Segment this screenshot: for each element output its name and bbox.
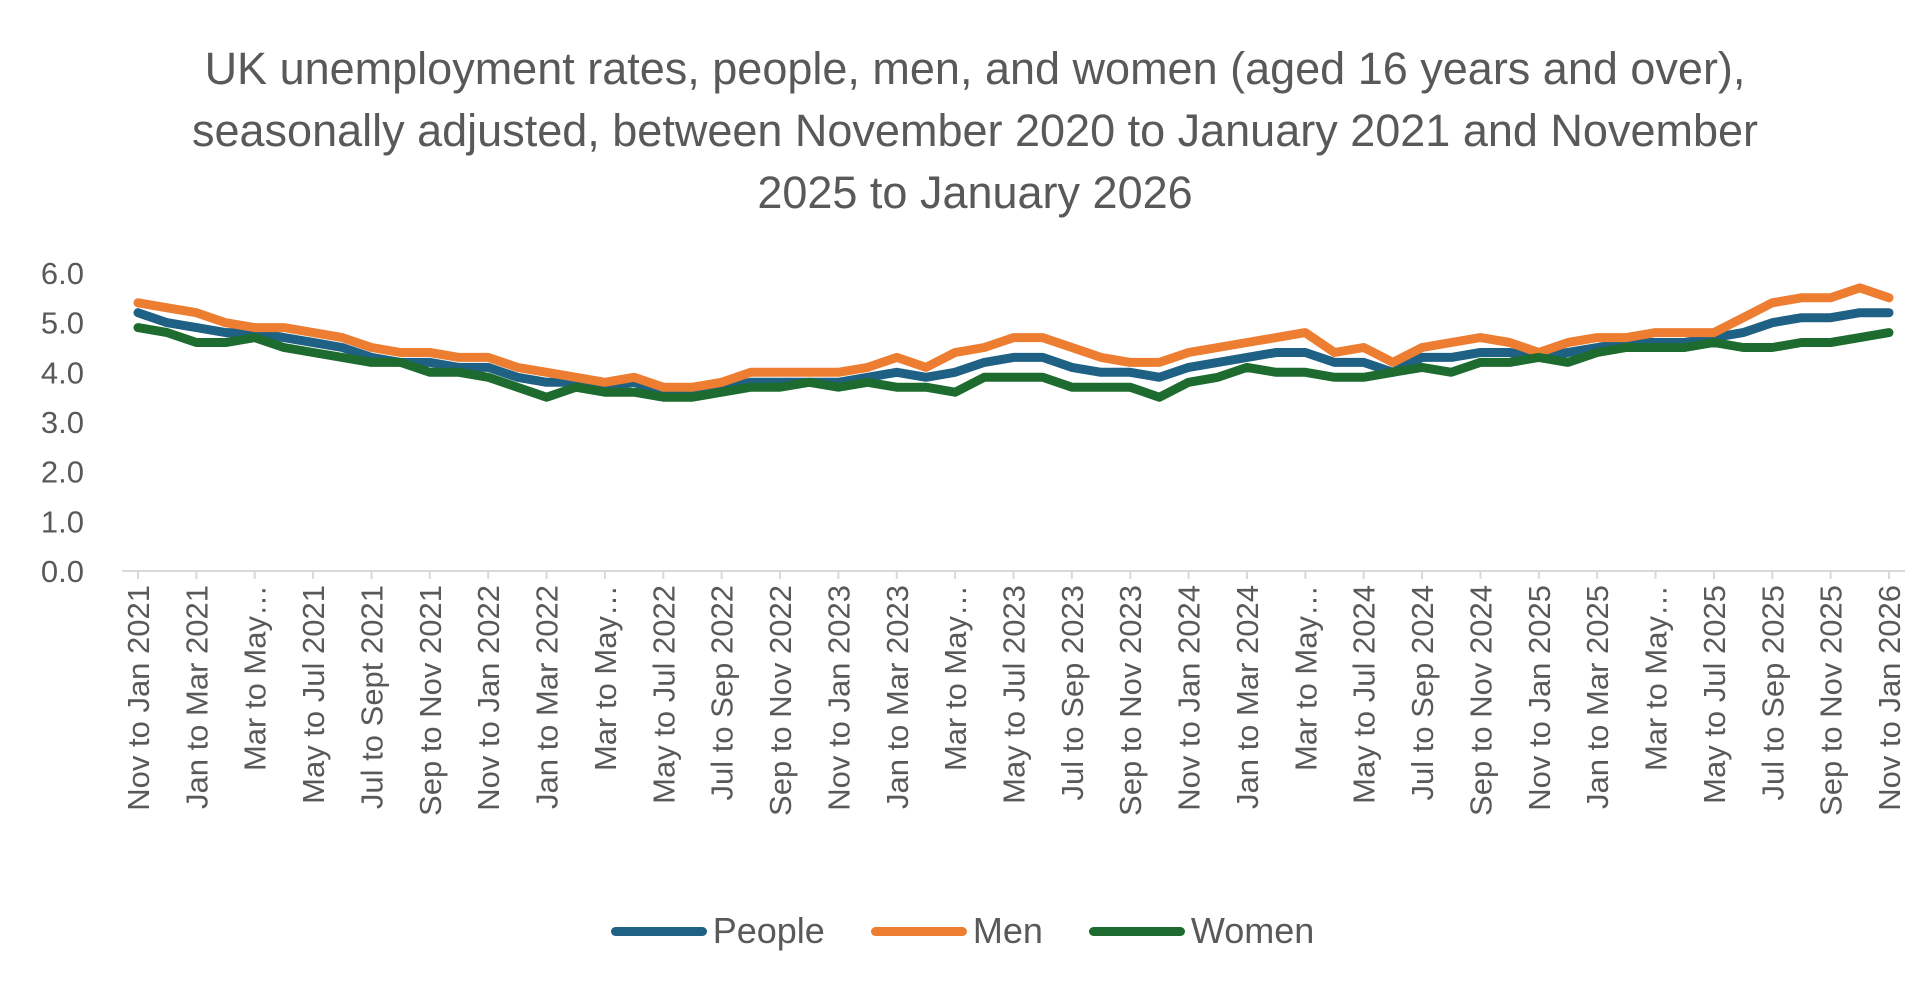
x-tick-label: Jan to Mar 2022 <box>530 585 565 809</box>
x-tick-label: Jan to Mar 2021 <box>179 585 214 809</box>
x-tick-label: Sep to Nov 2025 <box>1814 585 1849 816</box>
y-tick-label: 2.0 <box>41 455 84 490</box>
y-tick-label: 4.0 <box>41 355 84 390</box>
legend-swatch <box>1088 926 1185 936</box>
x-tick-label: Jul to Sep 2022 <box>705 585 740 800</box>
x-axis-tick-marks <box>137 571 1890 579</box>
x-tick-label: Nov to Jan 2021 <box>121 585 156 811</box>
x-tick-label: Jan to Mar 2025 <box>1580 585 1615 809</box>
legend-label: People <box>712 910 825 951</box>
y-tick-label: 1.0 <box>41 504 84 539</box>
x-tick-label: May to Jul 2025 <box>1697 585 1732 804</box>
x-tick-label: May to Jul 2022 <box>646 585 681 804</box>
x-tick-label: Jul to Sept 2021 <box>354 585 389 809</box>
x-axis-ticks: Nov to Jan 2021 Jan to Mar 2021 Mar to May… <box>121 585 1907 816</box>
legend-item-people: People <box>610 910 825 952</box>
series-line-women <box>133 323 1894 402</box>
y-tick-label: 6.0 <box>41 256 84 291</box>
legend: People Men Women <box>0 910 1925 952</box>
x-tick-label: Mar to May… <box>588 585 623 771</box>
y-tick-label: 0.0 <box>41 554 84 589</box>
legend-label: Women <box>1190 910 1315 951</box>
x-tick-label: Mar to May… <box>1288 585 1323 771</box>
x-tick-label: Jan to Mar 2023 <box>880 585 915 809</box>
legend-swatch <box>870 926 967 936</box>
legend-item-men: Men <box>870 910 1043 952</box>
x-tick-label: Mar to May… <box>938 585 973 771</box>
y-tick-label: 3.0 <box>41 405 84 440</box>
series-line-people <box>133 308 1894 397</box>
y-axis-ticks: 0.0 1.0 2.0 3.0 4.0 5.0 6.0 <box>41 256 84 589</box>
series-line-men <box>133 283 1894 392</box>
x-tick-label: Sep to Nov 2022 <box>763 585 798 816</box>
legend-label: Men <box>972 910 1043 951</box>
x-tick-label: Nov to Jan 2023 <box>821 585 856 811</box>
legend-swatch <box>610 926 707 936</box>
x-tick-label: Sep to Nov 2021 <box>413 585 448 816</box>
x-tick-label: May to Jul 2023 <box>997 585 1032 804</box>
x-tick-label: Nov to Jan 2026 <box>1872 585 1907 811</box>
x-tick-label: Jul to Sep 2023 <box>1055 585 1090 800</box>
x-tick-label: May to Jul 2021 <box>296 585 331 804</box>
x-tick-label: Nov to Jan 2022 <box>471 585 506 811</box>
y-tick-label: 5.0 <box>41 306 84 341</box>
x-tick-label: Jan to Mar 2024 <box>1230 585 1265 809</box>
series-lines <box>133 283 1894 402</box>
x-tick-label: Sep to Nov 2023 <box>1113 585 1148 816</box>
legend-item-women: Women <box>1088 910 1315 952</box>
x-tick-label: Nov to Jan 2025 <box>1522 585 1557 811</box>
chart-title: UK unemployment rates, people, men, and … <box>192 43 1758 218</box>
x-tick-label: Nov to Jan 2024 <box>1172 585 1207 811</box>
x-tick-label: Jul to Sep 2025 <box>1755 585 1790 800</box>
x-tick-label: Sep to Nov 2024 <box>1463 585 1498 816</box>
x-tick-label: Mar to May… <box>1639 585 1674 771</box>
x-tick-label: Jul to Sep 2024 <box>1405 585 1440 800</box>
x-tick-label: Mar to May… <box>238 585 273 771</box>
x-tick-label: May to Jul 2024 <box>1347 585 1382 804</box>
